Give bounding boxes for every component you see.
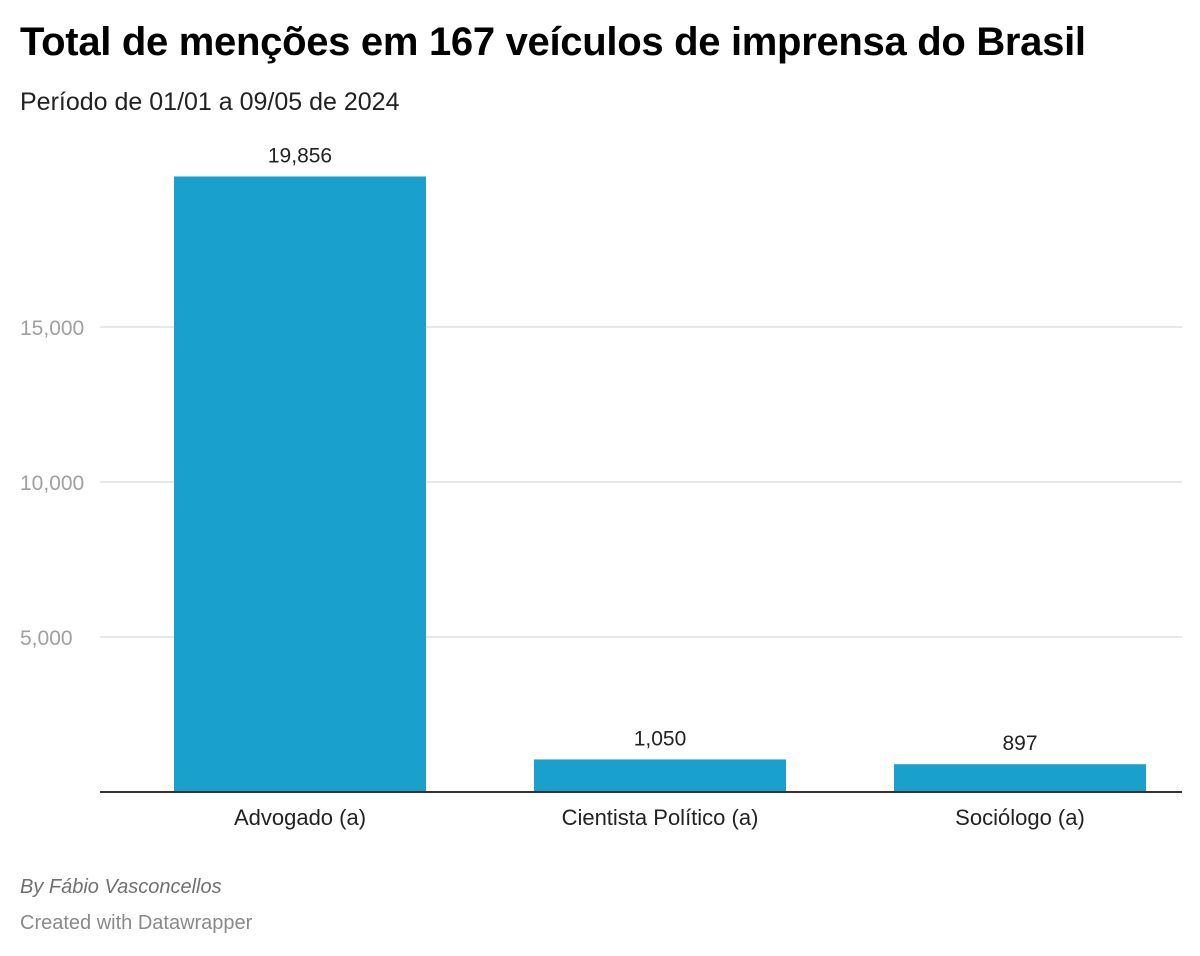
y-axis-tick-labels: 5,000 10,000 15,000 <box>20 317 84 650</box>
x-category-label: Sociólogo (a) <box>955 805 1085 830</box>
datawrapper-credit: Created with Datawrapper <box>20 912 253 934</box>
value-label: 19,856 <box>268 144 332 167</box>
byline: By Fábio Vasconcellos <box>20 876 222 898</box>
value-labels: 19,856 1,050 897 <box>268 144 1038 755</box>
bar-1 <box>534 759 786 792</box>
x-axis-category-labels: Advogado (a) Cientista Político (a) Sociól… <box>234 805 1085 830</box>
value-label: 897 <box>1002 732 1037 755</box>
chart-title: Total de menções em 167 veículos de impr… <box>20 20 1086 64</box>
x-category-label: Cientista Político (a) <box>562 805 759 830</box>
y-tick-label: 15,000 <box>20 317 84 340</box>
bar-2 <box>894 764 1146 792</box>
chart-subtitle: Período de 01/01 a 09/05 de 2024 <box>20 88 400 116</box>
y-tick-label: 10,000 <box>20 472 84 495</box>
value-label: 1,050 <box>634 727 687 750</box>
bars <box>174 176 1146 793</box>
bar-0 <box>174 176 426 793</box>
y-tick-label: 5,000 <box>20 627 73 650</box>
x-category-label: Advogado (a) <box>234 805 366 830</box>
